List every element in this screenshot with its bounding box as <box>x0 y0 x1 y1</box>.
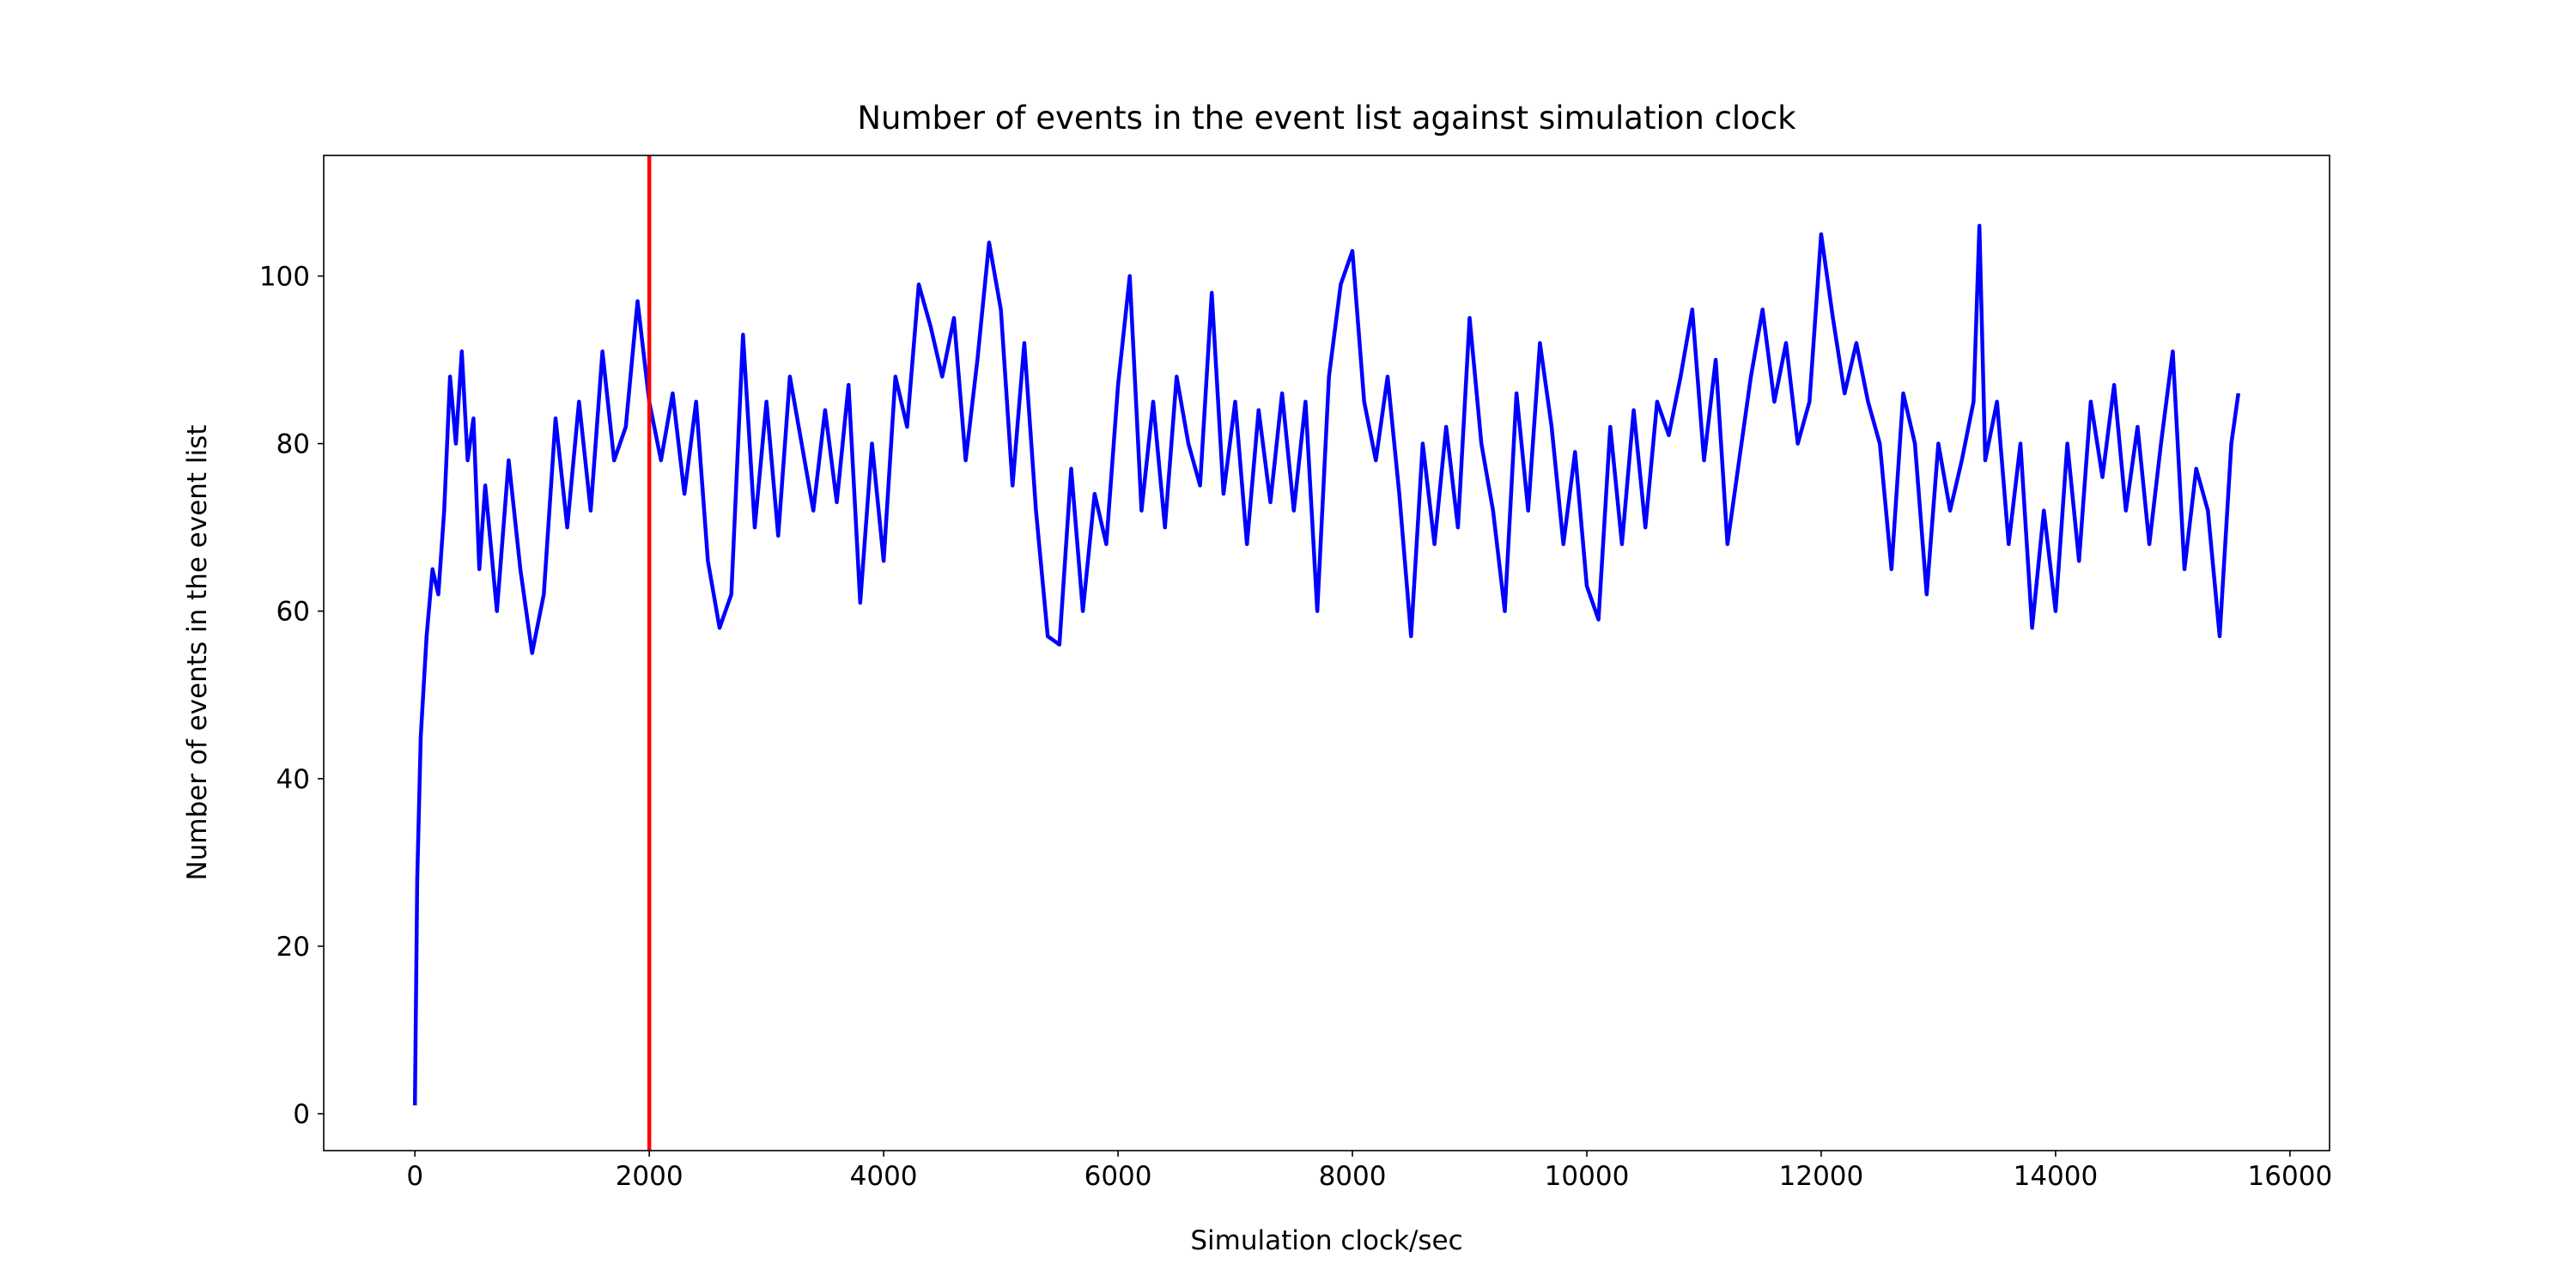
x-tick-label: 4000 <box>850 1161 918 1192</box>
plot-frame <box>323 155 2330 1151</box>
y-axis-label: Number of events in the event list <box>182 425 213 881</box>
x-tick-label: 12000 <box>1779 1161 1864 1192</box>
y-tick-label: 20 <box>276 932 310 963</box>
chart-title: Number of events in the event list again… <box>857 100 1796 137</box>
x-tick-label: 14000 <box>2014 1161 2099 1192</box>
y-tick-label: 100 <box>259 261 310 292</box>
x-tick-label: 16000 <box>2248 1161 2333 1192</box>
x-tick-label: 6000 <box>1084 1161 1152 1192</box>
y-tick-label: 0 <box>293 1099 310 1130</box>
y-tick-label: 60 <box>276 597 310 628</box>
x-tick-label: 2000 <box>616 1161 683 1192</box>
x-tick-label: 8000 <box>1319 1161 1387 1192</box>
y-tick-label: 80 <box>276 429 310 460</box>
y-tick-label: 40 <box>276 764 310 795</box>
x-tick-label: 10000 <box>1545 1161 1630 1192</box>
x-tick-label: 0 <box>406 1161 423 1192</box>
data-line <box>412 223 2241 1106</box>
x-axis-label: Simulation clock/sec <box>1190 1225 1462 1256</box>
